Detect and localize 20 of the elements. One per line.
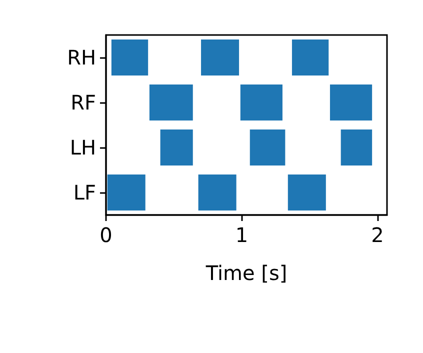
bar bbox=[240, 84, 282, 120]
y-tick-label: LH bbox=[70, 136, 96, 160]
x-tick-label: 1 bbox=[235, 223, 248, 247]
bar bbox=[288, 174, 326, 210]
bar bbox=[198, 174, 236, 210]
y-tick-label: LF bbox=[73, 180, 96, 204]
x-tick-label: 0 bbox=[100, 223, 112, 247]
bar bbox=[292, 40, 329, 76]
bar bbox=[160, 130, 193, 166]
x-axis-title: Time [s] bbox=[204, 261, 288, 285]
bar bbox=[107, 174, 146, 210]
bar bbox=[330, 84, 372, 120]
x-tick-label: 2 bbox=[371, 223, 384, 247]
bar bbox=[201, 40, 240, 76]
y-tick-label: RF bbox=[70, 90, 96, 114]
bar bbox=[250, 130, 286, 166]
bar bbox=[149, 84, 193, 120]
bar bbox=[340, 130, 372, 166]
y-tick-label: RH bbox=[67, 46, 96, 70]
bar bbox=[111, 40, 148, 76]
